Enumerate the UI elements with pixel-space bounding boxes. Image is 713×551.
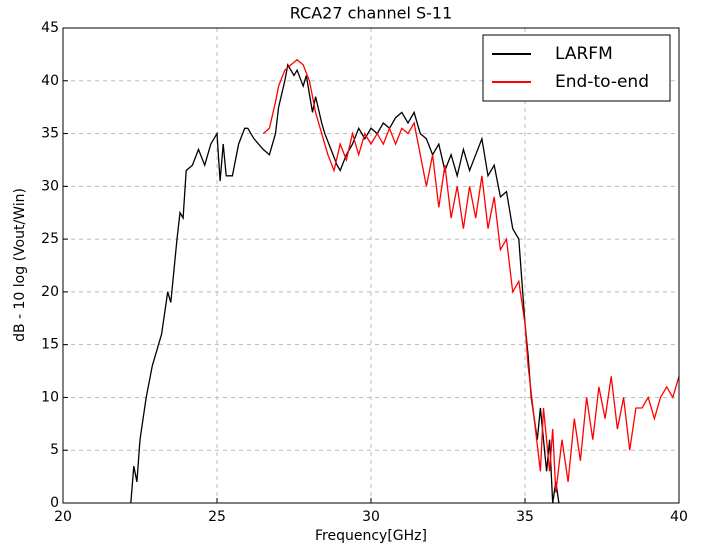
legend-label: LARFM — [555, 44, 613, 64]
y-tick-label: 15 — [41, 337, 59, 353]
data-line — [262, 58, 679, 493]
y-tick-label: 0 — [50, 495, 59, 511]
legend-label: End-to-end — [555, 72, 649, 92]
y-tick-label: 25 — [41, 231, 59, 247]
plot-frame — [62, 27, 680, 504]
x-tick-label: 40 — [670, 509, 688, 525]
x-tick-label: 30 — [362, 509, 380, 525]
y-tick-label: 35 — [41, 126, 59, 142]
legend-frame — [482, 34, 671, 102]
y-tick-label: 20 — [41, 284, 59, 300]
y-tick-label: 40 — [41, 73, 59, 89]
y-axis-label: dB - 10 log (Vout/Win) — [12, 188, 28, 342]
y-tick-label: 45 — [41, 20, 59, 36]
data-line — [130, 63, 560, 503]
x-tick-label: 20 — [54, 509, 72, 525]
y-tick-label: 10 — [41, 389, 59, 405]
y-tick-label: 5 — [50, 442, 59, 458]
y-tick-label: 30 — [41, 178, 59, 194]
x-tick-label: 25 — [208, 509, 226, 525]
chart-title: RCA27 channel S-11 — [290, 4, 453, 23]
x-tick-label: 35 — [516, 509, 534, 525]
x-axis-label: Frequency[GHz] — [315, 528, 427, 544]
